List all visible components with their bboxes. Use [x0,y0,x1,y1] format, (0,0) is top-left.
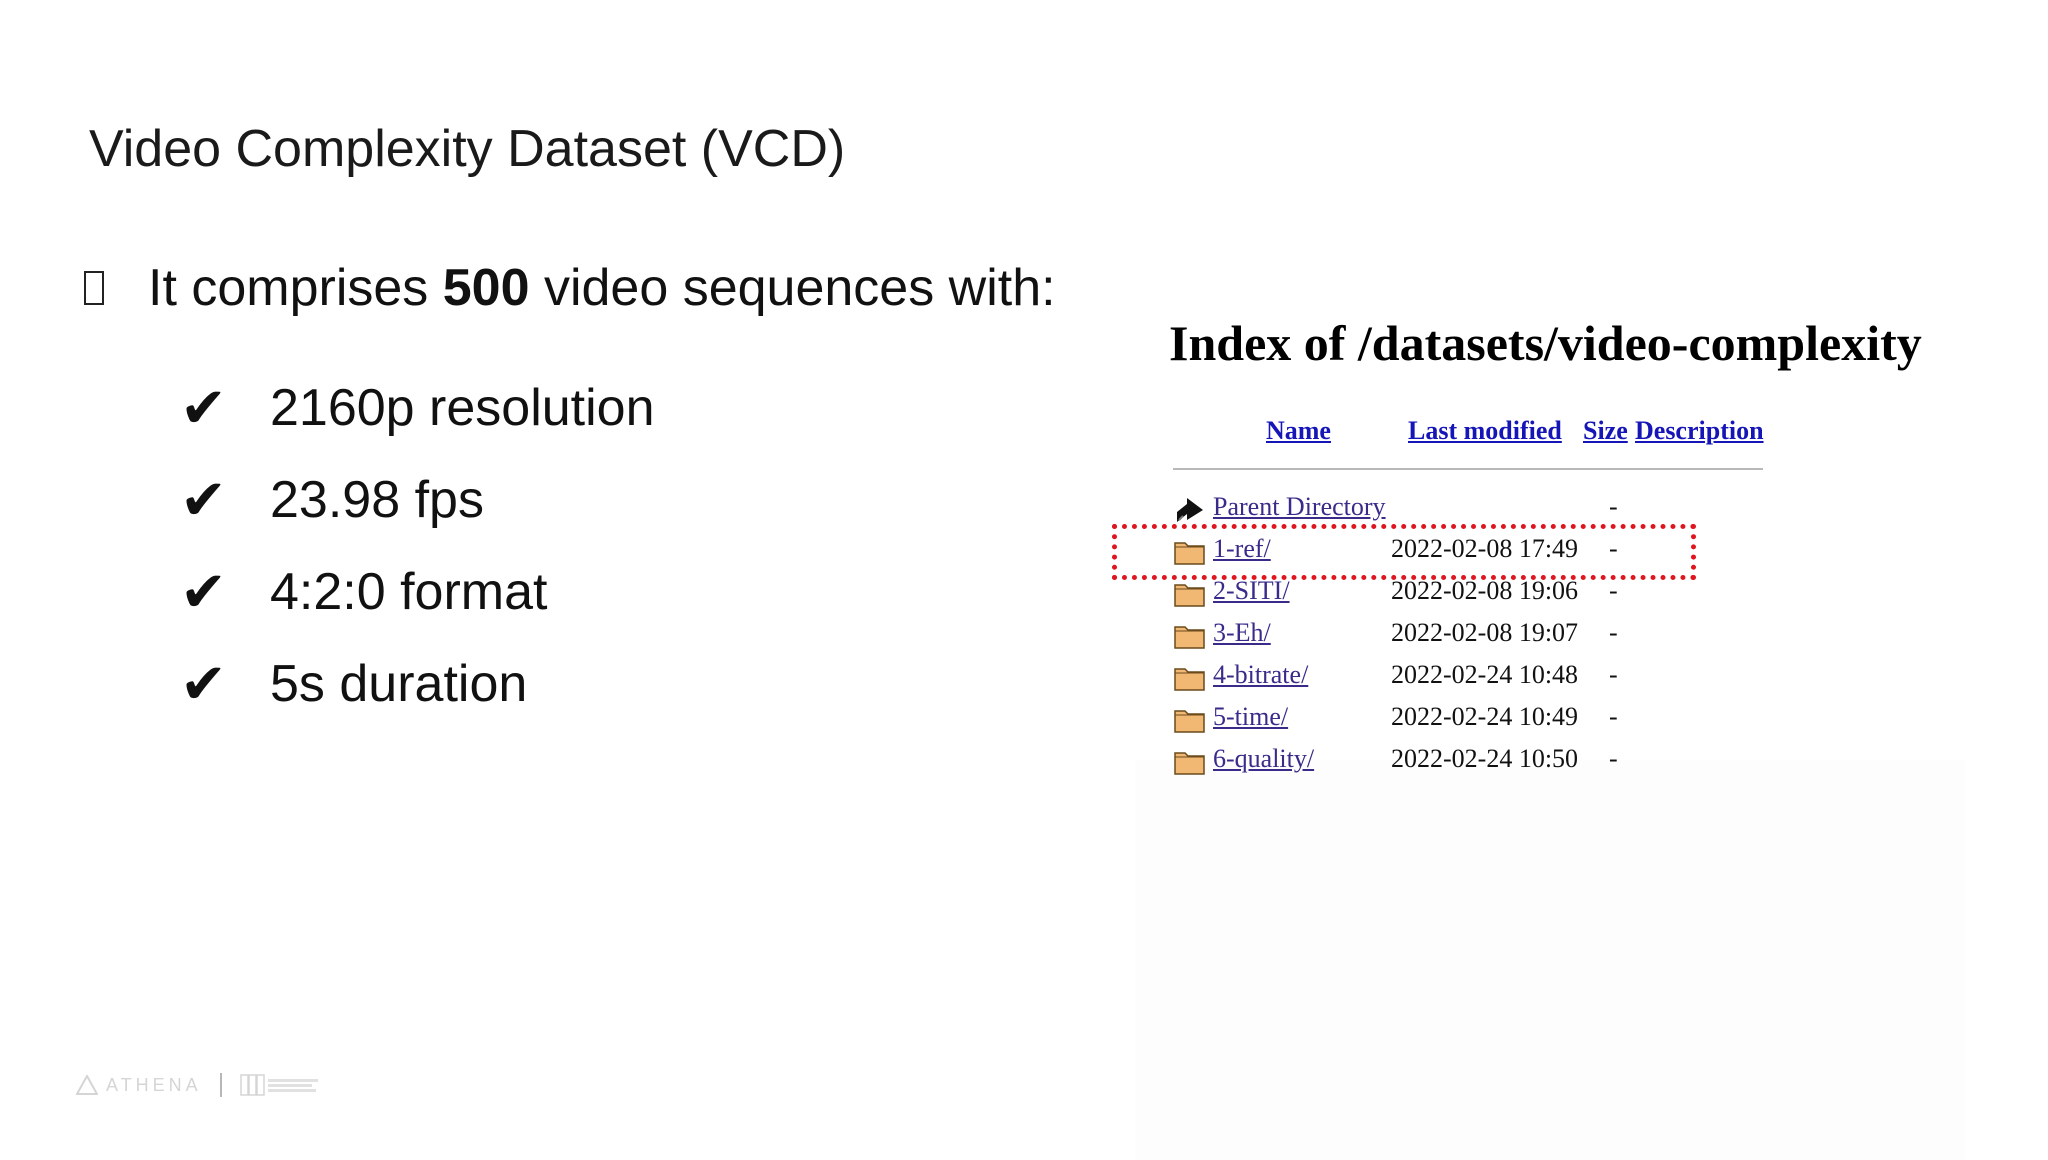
checkmark-icon: ✔ [180,467,227,533]
slide-title: Video Complexity Dataset (VCD) [89,120,846,178]
folder-link[interactable]: 2-SITI/ [1213,576,1290,605]
row-size: - [1609,534,1618,563]
directory-listing-screenshot: Index of /datasets/video-complexity Name… [1112,300,1975,1160]
header-divider [1173,468,1763,470]
footer-divider [219,1073,222,1097]
listing-row: 3-Eh/ 2022-02-08 19:07 - [1173,618,1733,652]
check-text: 5s duration [270,655,528,713]
column-name-link[interactable]: Name [1266,416,1331,445]
listing-row: Parent Directory - [1173,492,1733,526]
column-last-modified-link[interactable]: Last modified [1408,416,1562,445]
university-logo-icon [239,1074,265,1096]
footer-logo: ATHENA [76,1070,322,1100]
folder-icon [1173,744,1207,778]
lead-bullet: It comprises 500 video sequences with: [84,254,1056,322]
university-wordmark-icon [267,1079,318,1092]
parent-directory-icon [1173,492,1207,526]
lead-count: 500 [442,259,530,317]
row-size: - [1609,702,1618,731]
folder-link[interactable]: 1-ref/ [1213,534,1271,563]
check-list: ✔ 2160p resolution ✔ 23.98 fps ✔ 4:2:0 f… [180,362,655,730]
row-date: 2022-02-08 17:49 [1391,534,1579,563]
folder-link[interactable]: 5-time/ [1213,702,1289,731]
bullet-box-icon [84,271,104,305]
row-size: - [1609,618,1618,647]
row-date: 2022-02-24 10:48 [1391,660,1579,689]
folder-link[interactable]: 6-quality/ [1213,744,1315,773]
listing-row: 4-bitrate/ 2022-02-24 10:48 - [1173,660,1733,694]
folder-link[interactable]: 3-Eh/ [1213,618,1271,647]
check-text: 2160p resolution [270,379,655,437]
listing-row: 6-quality/ 2022-02-24 10:50 - [1173,744,1733,778]
checkmark-icon: ✔ [180,559,227,625]
row-size: - [1609,576,1618,605]
listing-row: 1-ref/ 2022-02-08 17:49 - [1173,534,1733,568]
check-item: ✔ 2160p resolution [180,362,655,454]
lead-text: It comprises 500 video sequences with: [148,258,1056,318]
folder-link[interactable]: 4-bitrate/ [1213,660,1309,689]
footer-brand: ATHENA [106,1074,202,1095]
check-text: 4:2:0 format [270,563,548,621]
checkmark-icon: ✔ [180,651,227,717]
check-item: ✔ 5s duration [180,638,655,730]
checkmark-icon: ✔ [180,375,227,441]
lead-suffix: video sequences with: [529,259,1056,317]
listing-row: 2-SITI/ 2022-02-08 19:06 - [1173,576,1733,610]
row-size: - [1609,492,1618,521]
folder-icon [1173,534,1207,568]
index-title: Index of /datasets/video-complexity [1169,315,1922,371]
check-item: ✔ 23.98 fps [180,454,655,546]
highlight-box [1112,524,1696,580]
row-size: - [1609,744,1618,773]
listing-background [1135,760,1965,1160]
folder-icon [1173,702,1207,736]
column-description-link[interactable]: Description [1635,416,1764,445]
check-item: ✔ 4:2:0 format [180,546,655,638]
row-date: 2022-02-08 19:06 [1391,576,1579,605]
check-text: 23.98 fps [270,471,484,529]
lead-prefix: It comprises [148,259,443,317]
column-size-link[interactable]: Size [1583,416,1628,445]
row-date: 2022-02-08 19:07 [1391,618,1579,647]
listing-row: 5-time/ 2022-02-24 10:49 - [1173,702,1733,736]
row-date: 2022-02-24 10:49 [1391,702,1579,731]
athena-logo-icon [76,1075,98,1095]
folder-icon [1173,576,1207,610]
row-date: 2022-02-24 10:50 [1391,744,1579,773]
row-size: - [1609,660,1618,689]
parent-directory-link[interactable]: Parent Directory [1213,492,1386,521]
folder-icon [1173,660,1207,694]
folder-icon [1173,618,1207,652]
